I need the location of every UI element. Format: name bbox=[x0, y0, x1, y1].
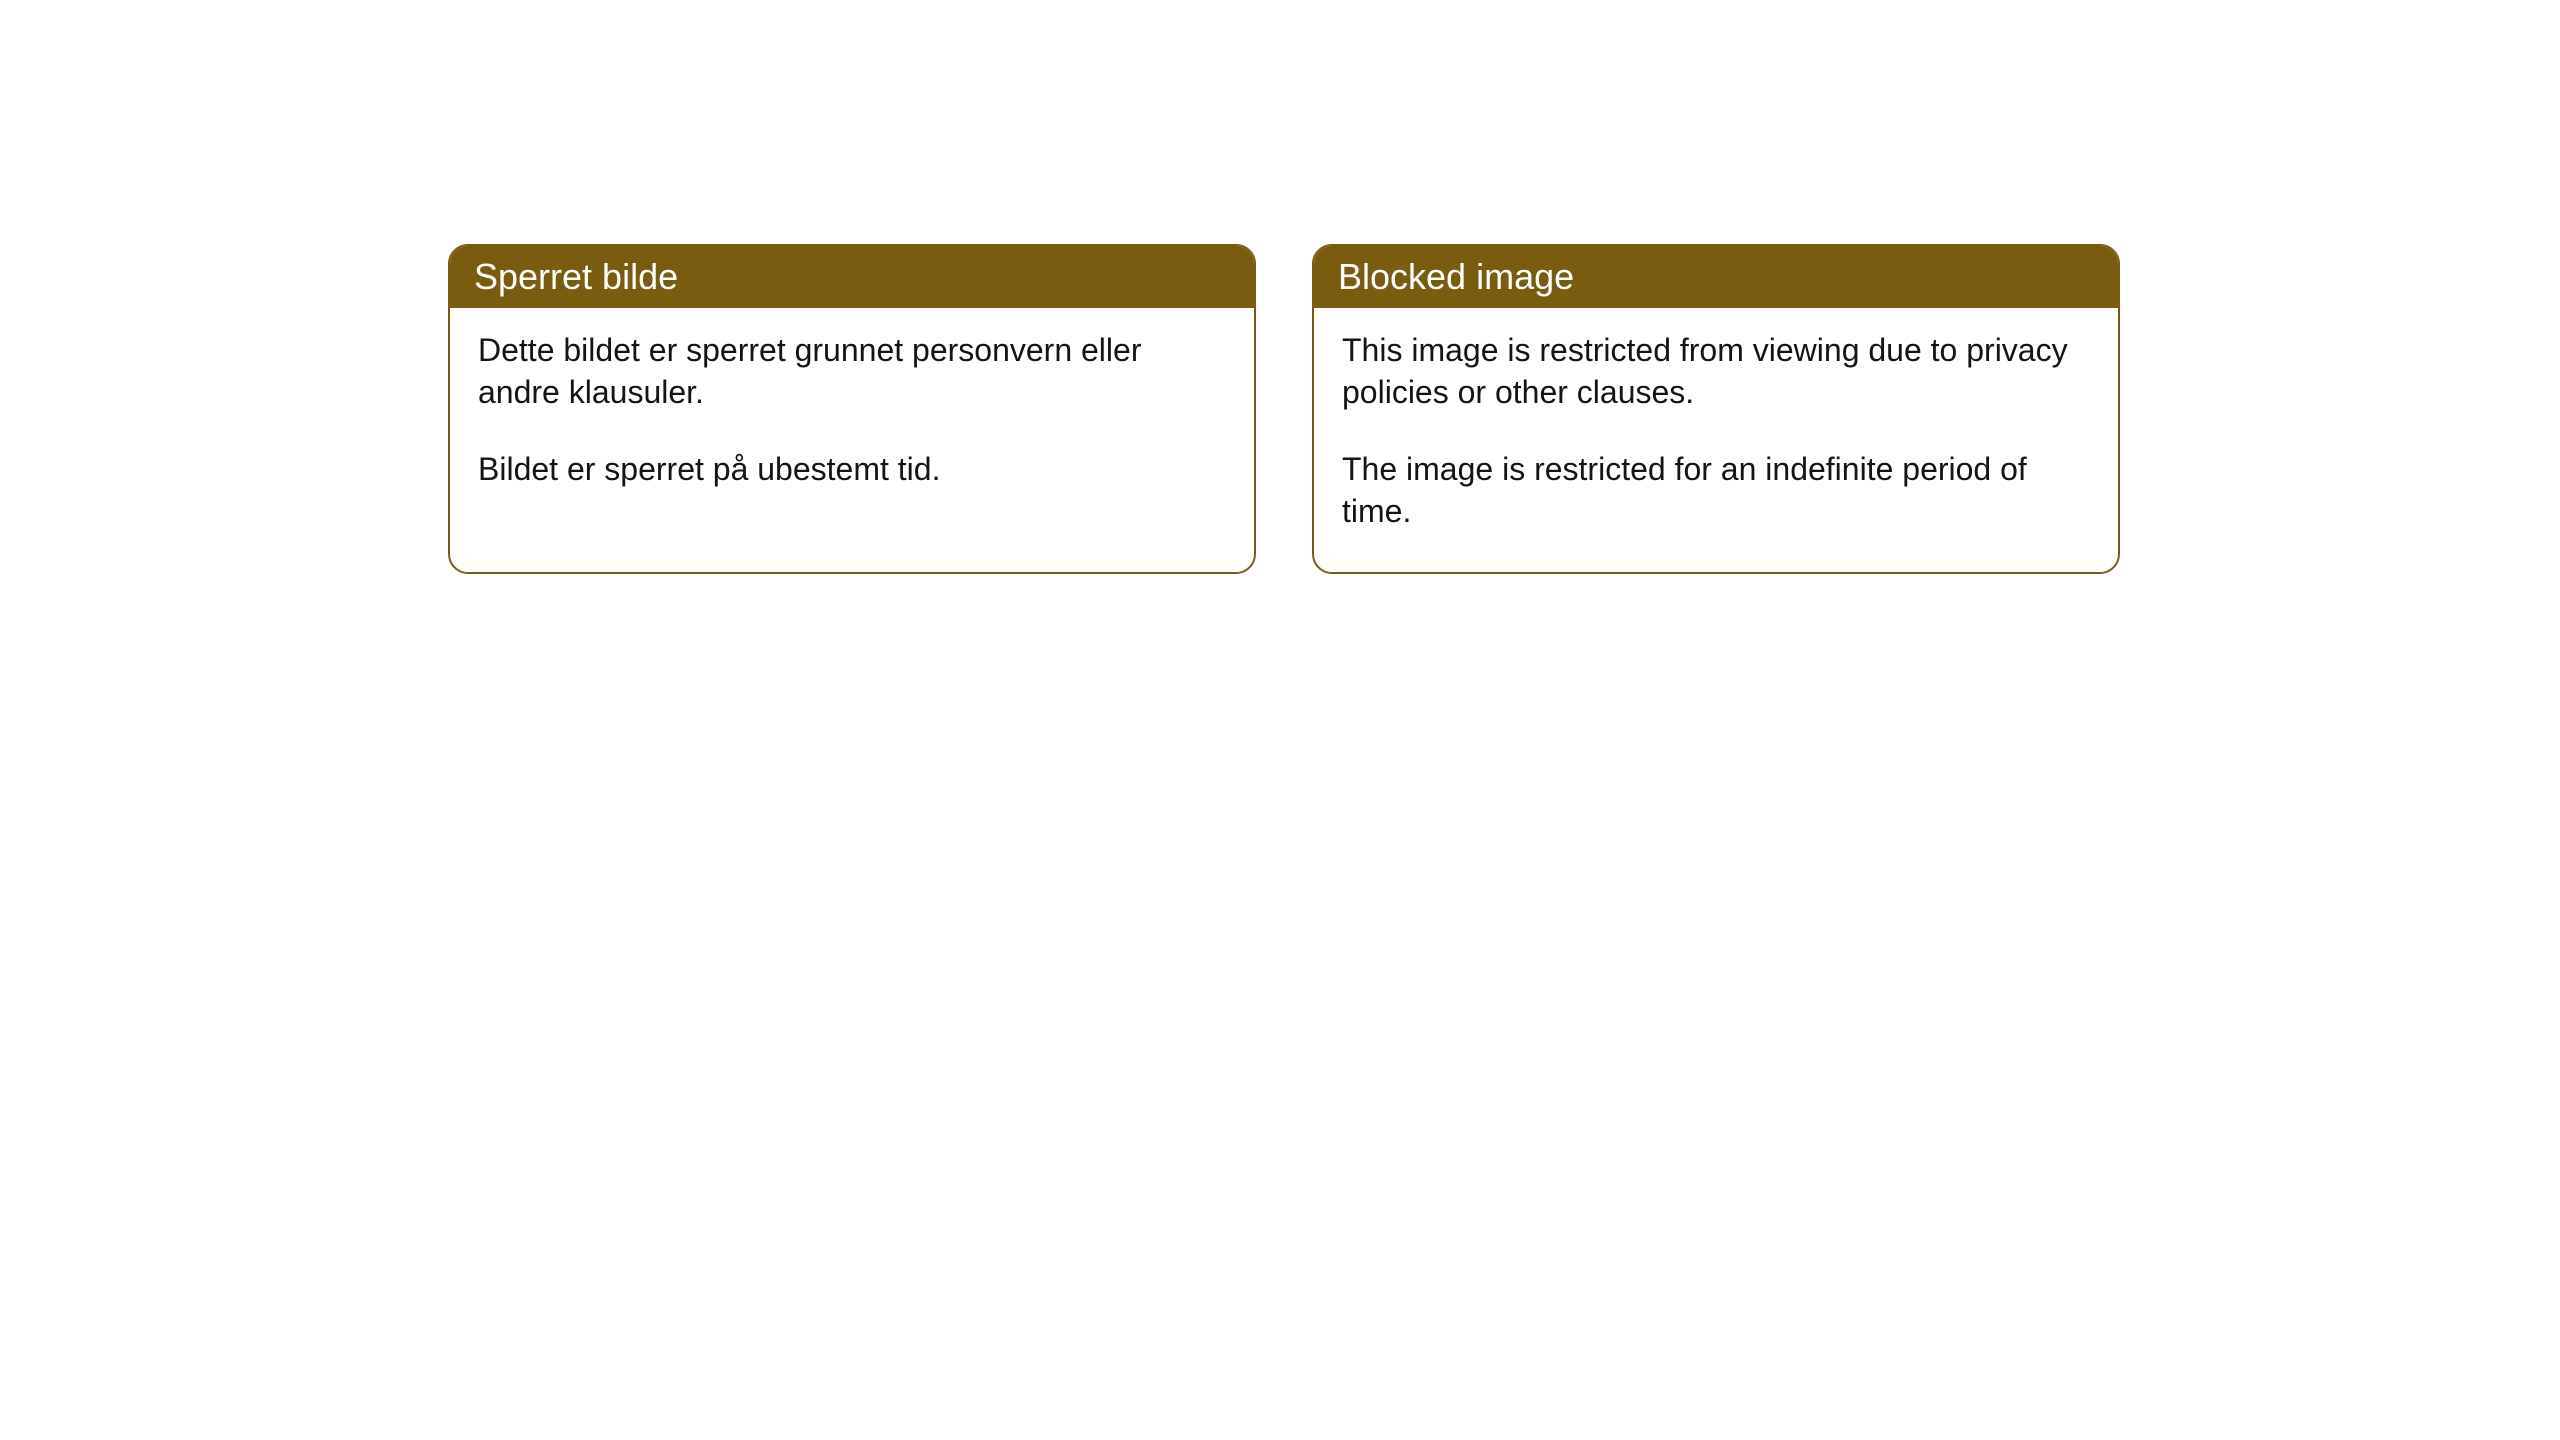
notice-paragraph: Dette bildet er sperret grunnet personve… bbox=[478, 330, 1226, 413]
notice-body: This image is restricted from viewing du… bbox=[1314, 308, 2118, 572]
notice-card-english: Blocked image This image is restricted f… bbox=[1312, 244, 2120, 574]
notice-paragraph: This image is restricted from viewing du… bbox=[1342, 330, 2090, 413]
notice-card-norwegian: Sperret bilde Dette bildet er sperret gr… bbox=[448, 244, 1256, 574]
notice-header: Blocked image bbox=[1314, 246, 2118, 308]
notice-header: Sperret bilde bbox=[450, 246, 1254, 308]
notice-paragraph: The image is restricted for an indefinit… bbox=[1342, 449, 2090, 532]
notice-paragraph: Bildet er sperret på ubestemt tid. bbox=[478, 449, 1226, 491]
notice-container: Sperret bilde Dette bildet er sperret gr… bbox=[0, 0, 2560, 574]
notice-body: Dette bildet er sperret grunnet personve… bbox=[450, 308, 1254, 531]
